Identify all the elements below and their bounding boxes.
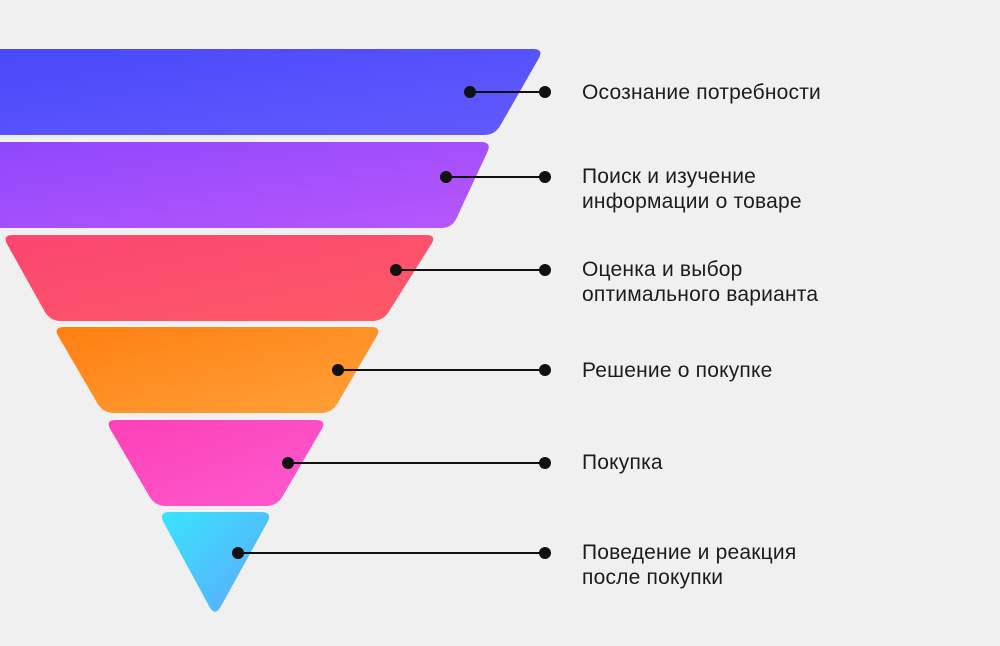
stage-label-line: Решение о покупке <box>582 359 773 382</box>
connector <box>282 457 551 469</box>
band-evaluation <box>5 235 434 321</box>
stage-label-evaluation: Оценка и выбор оптимального варианта <box>582 257 818 307</box>
stage-label-line: после покупки <box>582 566 724 589</box>
stage-label-line: Поведение и реакция <box>582 541 797 564</box>
band-awareness <box>0 49 541 135</box>
stage-label-line: оптимального варианта <box>582 283 819 306</box>
stage-label-line: Поиск и изучение <box>582 165 757 188</box>
stage-label-line: Покупка <box>582 451 663 474</box>
connector-dot-outer <box>539 171 551 183</box>
band-purchase <box>108 420 324 506</box>
stage-label-line: информации о товаре <box>582 190 802 213</box>
connector <box>390 264 551 276</box>
connector-dot-outer <box>539 457 551 469</box>
stage-label-line: Оценка и выбор <box>582 258 743 281</box>
connector-dot-inner <box>390 264 402 276</box>
connector-dot-inner <box>464 86 476 98</box>
connector <box>464 86 551 98</box>
connector <box>232 547 551 559</box>
connector-dot-inner <box>440 171 452 183</box>
stage-label-search: Поиск и изучение информации о товаре <box>582 164 802 214</box>
connector <box>332 364 551 376</box>
band-post-purchase <box>161 512 270 612</box>
connector-dot-outer <box>539 86 551 98</box>
stage-label-post-purchase: Поведение и реакция после покупки <box>582 540 796 590</box>
connector-dot-inner <box>282 457 294 469</box>
connector-dot-outer <box>539 547 551 559</box>
connector-dot-outer <box>539 264 551 276</box>
band-search <box>0 142 489 228</box>
stage-label-awareness: Осознание потребности <box>582 80 821 105</box>
stage-label-purchase: Покупка <box>582 450 663 475</box>
stage-label-decision: Решение о покупке <box>582 358 773 383</box>
connectors <box>232 86 551 559</box>
funnel-bands <box>0 49 541 612</box>
connector-dot-inner <box>232 547 244 559</box>
connector-dot-outer <box>539 364 551 376</box>
stage-label-line: Осознание потребности <box>582 81 821 104</box>
connector <box>440 171 551 183</box>
band-decision <box>56 327 379 413</box>
connector-dot-inner <box>332 364 344 376</box>
